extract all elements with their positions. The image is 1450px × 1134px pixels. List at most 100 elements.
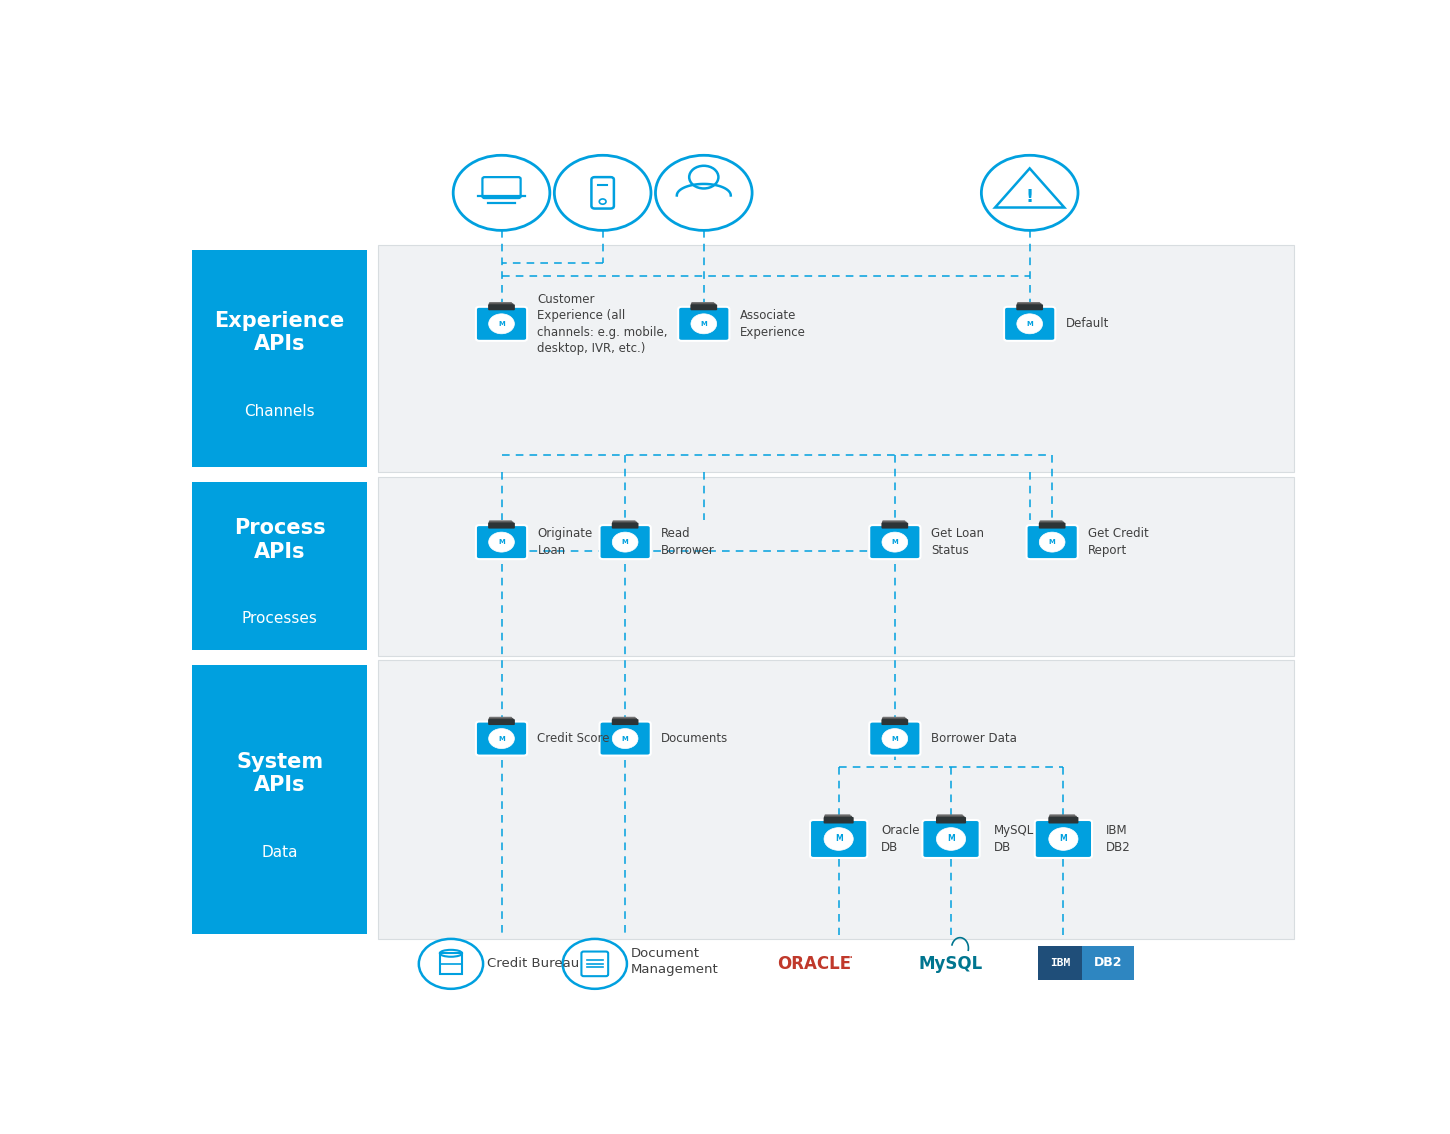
FancyBboxPatch shape [824, 815, 853, 822]
FancyBboxPatch shape [489, 302, 512, 308]
Circle shape [824, 828, 853, 850]
FancyBboxPatch shape [825, 814, 851, 821]
FancyBboxPatch shape [489, 718, 513, 723]
FancyBboxPatch shape [612, 719, 638, 725]
FancyBboxPatch shape [193, 251, 367, 467]
FancyBboxPatch shape [489, 521, 512, 526]
FancyBboxPatch shape [1040, 521, 1063, 526]
Circle shape [882, 532, 908, 552]
FancyBboxPatch shape [1048, 816, 1079, 823]
Text: M: M [499, 539, 505, 545]
Text: Get Loan
Status: Get Loan Status [931, 527, 983, 557]
FancyBboxPatch shape [679, 307, 729, 341]
FancyBboxPatch shape [1038, 523, 1066, 528]
FancyBboxPatch shape [882, 718, 906, 723]
Circle shape [1016, 314, 1043, 333]
FancyBboxPatch shape [489, 719, 515, 725]
FancyBboxPatch shape [599, 721, 651, 755]
FancyBboxPatch shape [193, 666, 367, 934]
Text: Customer
Experience (all
channels: e.g. mobile,
desktop, IVR, etc.): Customer Experience (all channels: e.g. … [538, 293, 668, 355]
Text: M: M [700, 321, 708, 327]
FancyBboxPatch shape [476, 307, 528, 341]
FancyBboxPatch shape [489, 523, 515, 528]
Text: M: M [622, 736, 628, 742]
FancyBboxPatch shape [937, 814, 963, 821]
Circle shape [1048, 828, 1077, 850]
Text: MySQL
DB: MySQL DB [993, 824, 1034, 854]
FancyBboxPatch shape [1035, 820, 1092, 858]
FancyBboxPatch shape [489, 522, 513, 527]
FancyBboxPatch shape [489, 303, 513, 310]
Text: Experience
APIs: Experience APIs [215, 311, 345, 354]
Text: Credit Score: Credit Score [538, 733, 610, 745]
FancyBboxPatch shape [869, 525, 921, 559]
FancyBboxPatch shape [922, 820, 980, 858]
Text: Get Credit
Report: Get Credit Report [1088, 527, 1148, 557]
FancyBboxPatch shape [882, 522, 906, 527]
Text: M: M [1060, 835, 1067, 844]
FancyBboxPatch shape [1083, 947, 1134, 980]
Text: Data: Data [261, 845, 297, 860]
FancyBboxPatch shape [692, 302, 715, 308]
FancyBboxPatch shape [1003, 307, 1056, 341]
FancyBboxPatch shape [690, 303, 716, 310]
Text: M: M [835, 835, 842, 844]
Text: Read
Borrower: Read Borrower [661, 527, 715, 557]
FancyBboxPatch shape [882, 521, 905, 526]
FancyBboxPatch shape [1016, 302, 1040, 308]
FancyBboxPatch shape [378, 660, 1293, 939]
FancyBboxPatch shape [882, 523, 908, 528]
Text: DB2: DB2 [1095, 956, 1122, 970]
FancyBboxPatch shape [1016, 303, 1041, 310]
Text: Associate
Experience: Associate Experience [740, 310, 806, 339]
FancyBboxPatch shape [882, 717, 905, 722]
Text: M: M [947, 835, 956, 844]
FancyBboxPatch shape [690, 304, 718, 311]
FancyBboxPatch shape [599, 525, 651, 559]
Text: System
APIs: System APIs [236, 752, 323, 795]
FancyBboxPatch shape [1016, 304, 1043, 311]
Text: Processes: Processes [242, 611, 318, 626]
Circle shape [489, 314, 515, 333]
FancyBboxPatch shape [882, 719, 908, 725]
FancyBboxPatch shape [1040, 522, 1064, 527]
Circle shape [612, 728, 638, 748]
Circle shape [1040, 532, 1064, 552]
Circle shape [612, 532, 638, 552]
Text: !: ! [1025, 188, 1034, 206]
FancyBboxPatch shape [193, 482, 367, 651]
Text: Borrower Data: Borrower Data [931, 733, 1016, 745]
FancyBboxPatch shape [489, 304, 515, 311]
Text: M: M [499, 321, 505, 327]
Text: M: M [1027, 321, 1032, 327]
Circle shape [937, 828, 966, 850]
FancyBboxPatch shape [937, 816, 966, 823]
FancyBboxPatch shape [1050, 814, 1076, 821]
Text: Oracle
DB: Oracle DB [882, 824, 919, 854]
FancyBboxPatch shape [612, 522, 637, 527]
Text: IBM
DB2: IBM DB2 [1106, 824, 1131, 854]
Text: M: M [892, 736, 898, 742]
Text: ORACLE: ORACLE [777, 955, 851, 973]
FancyBboxPatch shape [1048, 815, 1077, 822]
Text: M: M [1048, 539, 1056, 545]
Text: Default: Default [1066, 318, 1109, 330]
Text: M: M [622, 539, 628, 545]
FancyBboxPatch shape [612, 523, 638, 528]
FancyBboxPatch shape [612, 521, 635, 526]
FancyBboxPatch shape [489, 717, 512, 722]
FancyBboxPatch shape [612, 717, 635, 722]
FancyBboxPatch shape [378, 245, 1293, 472]
Circle shape [489, 532, 515, 552]
Circle shape [489, 728, 515, 748]
FancyBboxPatch shape [824, 816, 854, 823]
Text: ·: · [848, 950, 853, 965]
Text: M: M [892, 539, 898, 545]
FancyBboxPatch shape [476, 721, 528, 755]
FancyBboxPatch shape [1027, 525, 1077, 559]
Circle shape [692, 314, 716, 333]
Circle shape [882, 728, 908, 748]
Text: Process
APIs: Process APIs [233, 518, 325, 561]
FancyBboxPatch shape [937, 815, 964, 822]
Text: M: M [499, 736, 505, 742]
